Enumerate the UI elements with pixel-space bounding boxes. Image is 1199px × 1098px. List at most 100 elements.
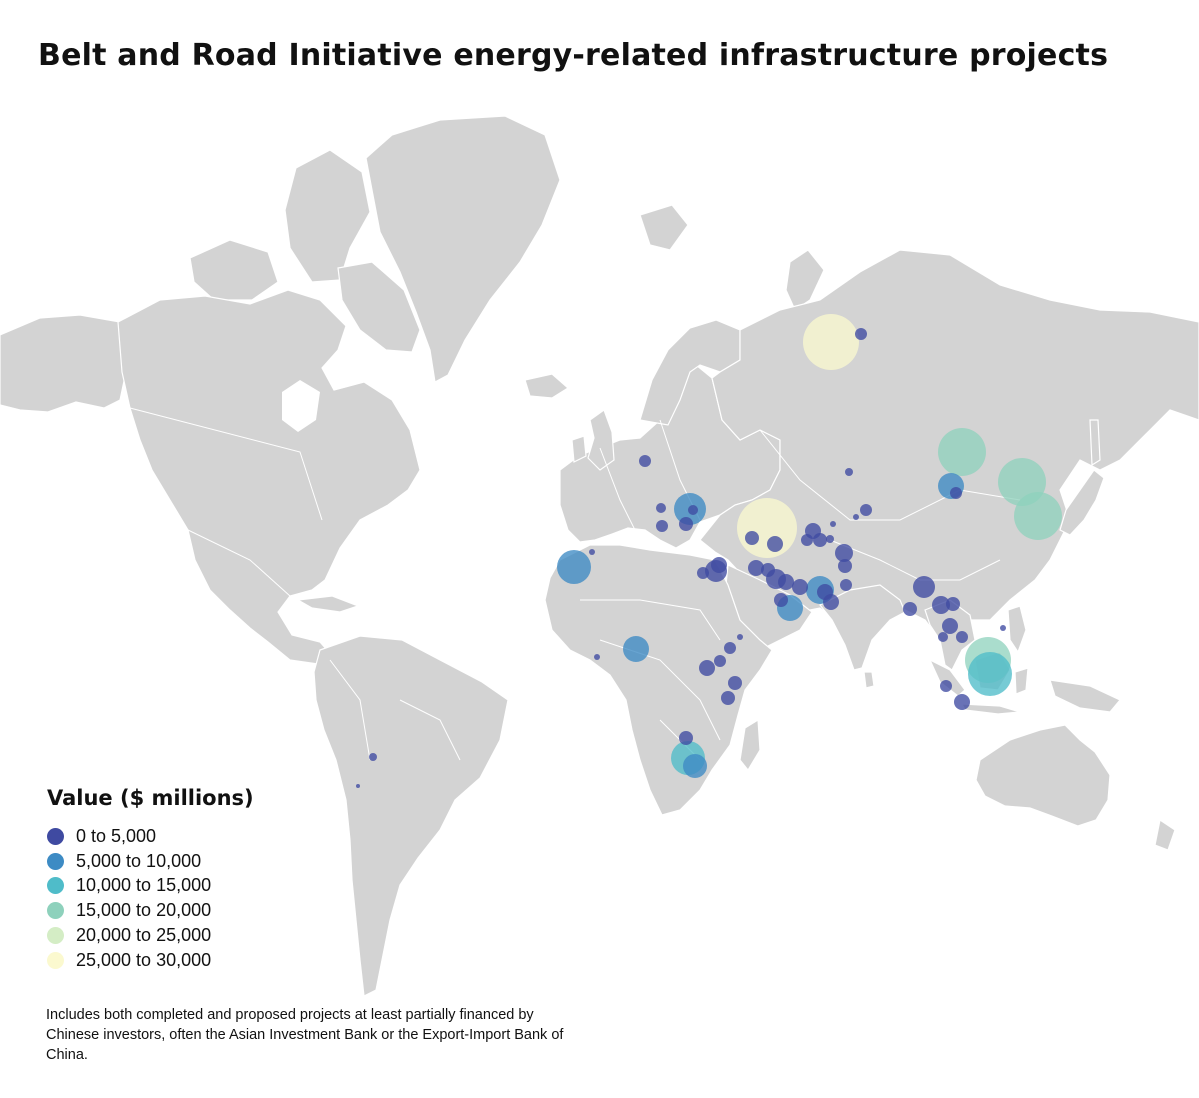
japan: [1059, 469, 1105, 536]
java: [961, 703, 1021, 715]
project-bubble: [823, 594, 839, 610]
project-bubble: [699, 660, 715, 676]
legend-swatch: [47, 827, 64, 845]
svalbard: [639, 204, 689, 251]
project-bubble: [639, 455, 651, 467]
project-bubbles: [356, 314, 1062, 788]
project-bubble: [721, 691, 735, 705]
project-bubble: [853, 514, 859, 520]
project-bubble: [954, 694, 970, 710]
project-bubble: [826, 535, 834, 543]
legend-label: 15,000 to 20,000: [76, 900, 212, 921]
project-bubble: [737, 498, 797, 558]
project-bubble: [946, 597, 960, 611]
philippines: [1007, 605, 1027, 654]
sakhalin: [1089, 419, 1101, 467]
project-bubble: [803, 314, 859, 370]
project-bubble: [356, 784, 360, 788]
legend-label: 5,000 to 10,000: [76, 850, 202, 871]
great-britain: [587, 409, 615, 471]
project-bubble: [845, 468, 853, 476]
project-bubble: [656, 520, 668, 532]
sri-lanka: [863, 671, 875, 689]
project-bubble: [679, 517, 693, 531]
project-bubble: [711, 557, 727, 573]
project-bubble: [724, 642, 736, 654]
project-bubble: [594, 654, 600, 660]
project-bubble: [903, 602, 917, 616]
project-bubble: [860, 504, 872, 516]
legend-item: 0 to 5,000: [47, 824, 254, 849]
project-bubble: [801, 534, 813, 546]
south-america: [313, 635, 509, 997]
legend-swatch: [47, 951, 64, 969]
project-bubble: [656, 503, 666, 513]
map-title: Belt and Road Initiative energy-related …: [38, 38, 1109, 73]
legend-title: Value ($ millions): [47, 786, 254, 810]
project-bubble: [830, 521, 836, 527]
project-bubble: [940, 680, 952, 692]
project-bubble: [938, 428, 986, 476]
arctic-islands: [284, 149, 371, 283]
legend-label: 0 to 5,000: [76, 825, 157, 846]
project-bubble: [913, 576, 935, 598]
project-bubble: [838, 559, 852, 573]
project-bubble: [932, 596, 950, 614]
project-bubble: [767, 536, 783, 552]
madagascar: [739, 718, 761, 772]
india: [819, 584, 906, 671]
indochina: [924, 599, 976, 671]
project-bubble: [697, 567, 709, 579]
project-bubble: [557, 550, 591, 584]
project-bubble: [745, 531, 759, 545]
legend: Value ($ millions) 0 to 5,000 5,000 to 1…: [47, 786, 254, 973]
project-bubble: [813, 533, 827, 547]
new-guinea: [1049, 679, 1121, 713]
project-bubble: [369, 753, 377, 761]
legend-swatch: [47, 927, 64, 945]
alaska: [0, 314, 129, 413]
novaya-zemlya: [785, 249, 825, 311]
legend-swatch: [47, 877, 64, 895]
baffin-island: [337, 261, 421, 353]
footnote: Includes both completed and proposed pro…: [46, 1007, 564, 1063]
new-zealand: [1154, 819, 1176, 851]
project-bubble: [835, 544, 853, 562]
project-bubble: [683, 754, 707, 778]
legend-item: 20,000 to 25,000: [47, 923, 254, 948]
legend-swatch: [47, 852, 64, 870]
project-bubble: [950, 487, 962, 499]
legend-label: 25,000 to 30,000: [76, 949, 212, 970]
project-bubble: [968, 652, 1012, 696]
legend-item: 25,000 to 30,000: [47, 948, 254, 973]
africa: [544, 544, 773, 816]
cuba: [296, 595, 360, 613]
greenland: [365, 115, 561, 383]
project-bubble: [737, 634, 743, 640]
project-bubble: [1000, 625, 1006, 631]
project-bubble: [728, 676, 742, 690]
legend-item: 15,000 to 20,000: [47, 898, 254, 923]
legend-item: 10,000 to 15,000: [47, 874, 254, 899]
project-bubble: [679, 731, 693, 745]
legend-item: 5,000 to 10,000: [47, 849, 254, 874]
project-bubble: [589, 549, 595, 555]
project-bubble: [938, 632, 948, 642]
project-bubble: [774, 593, 788, 607]
project-bubble: [623, 636, 649, 662]
ireland: [571, 435, 587, 463]
project-bubble: [942, 618, 958, 634]
north-america: [117, 289, 421, 665]
project-bubble: [792, 579, 808, 595]
project-bubble: [956, 631, 968, 643]
sumatra: [928, 658, 966, 697]
project-bubble: [748, 560, 764, 576]
project-bubble: [714, 655, 726, 667]
legend-label: 20,000 to 25,000: [76, 925, 212, 946]
iceland: [524, 373, 570, 399]
project-bubble: [761, 563, 775, 577]
arctic-islands-west: [189, 239, 279, 301]
project-bubble: [855, 328, 867, 340]
legend-swatch: [47, 902, 64, 920]
